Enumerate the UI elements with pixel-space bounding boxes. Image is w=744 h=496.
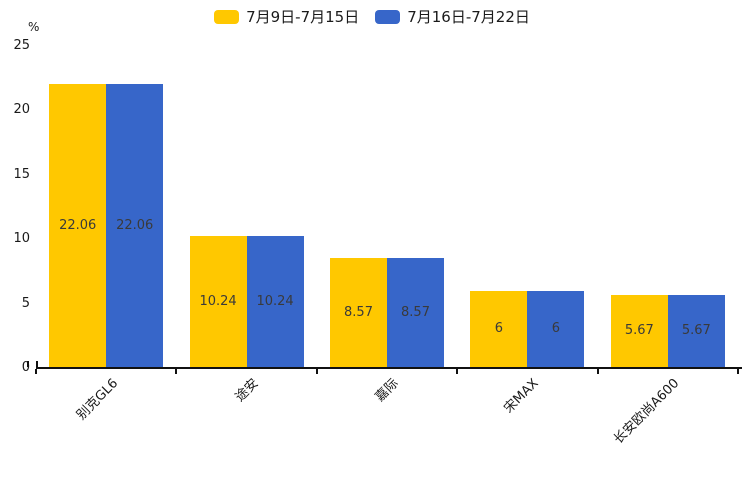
x-axis-category-label: 宋MAX	[501, 376, 543, 417]
y-axis-tick-label: 0	[21, 360, 30, 375]
bar-series1	[610, 294, 668, 368]
y-axis-tick-label: 15	[13, 166, 30, 182]
bar-value-label: 10.24	[199, 294, 237, 310]
bar-value-label: 8.57	[344, 304, 373, 320]
x-axis-category-label: 途安	[232, 376, 262, 406]
x-axis-line	[36, 367, 742, 369]
y-axis-zero-tick	[27, 361, 29, 367]
chart-legend: 7月9日-7月15日 7月16日-7月22日	[0, 8, 744, 26]
y-axis-tick-label: 25	[13, 38, 30, 53]
bar-value-label: 8.57	[401, 304, 430, 320]
y-axis-tick-label: 20	[13, 102, 30, 118]
bar-value-label: 5.67	[624, 323, 654, 339]
bar-value-label: 22.06	[116, 217, 154, 233]
y-axis-tick-label: 10	[13, 231, 30, 247]
x-axis-category-label: 别克GL6	[73, 376, 121, 424]
bar-series2	[246, 236, 304, 368]
x-axis-tick	[596, 369, 599, 374]
legend-label: 7月9日-7月15日	[246, 8, 360, 26]
x-axis-tick	[175, 369, 178, 374]
bar-series1	[189, 236, 247, 368]
bar-value-label: 22.06	[59, 217, 97, 233]
bar-series2	[106, 83, 164, 368]
legend-label: 7月16日-7月22日	[407, 8, 530, 26]
y-axis-corner-stub	[36, 361, 38, 367]
bar-value-label: 6	[494, 321, 504, 337]
bar-series2	[387, 257, 444, 368]
x-axis-tick	[35, 369, 37, 374]
x-axis-tick	[315, 369, 318, 374]
bar-value-label: 6	[551, 321, 561, 337]
bar-series2	[667, 294, 725, 368]
x-axis-tick	[737, 369, 739, 374]
bar-series2	[527, 290, 585, 368]
bar-series1	[470, 290, 528, 368]
legend-swatch-icon	[375, 10, 401, 24]
legend-item: 7月16日-7月22日	[375, 8, 530, 26]
y-axis-tick-label: 5	[21, 295, 30, 311]
bar-series1	[330, 257, 387, 368]
bar-value-label: 5.67	[681, 323, 711, 339]
legend-swatch-icon	[214, 10, 240, 24]
bar-series1	[49, 83, 107, 368]
legend-item: 7月9日-7月15日	[214, 8, 359, 26]
x-axis-tick	[456, 369, 459, 374]
bar-value-label: 10.24	[256, 294, 294, 310]
x-axis-category-label: 嘉际	[372, 376, 402, 406]
y-axis-unit-label: %	[28, 20, 40, 34]
x-axis-category-label: 长安欧尚A600	[611, 376, 683, 448]
